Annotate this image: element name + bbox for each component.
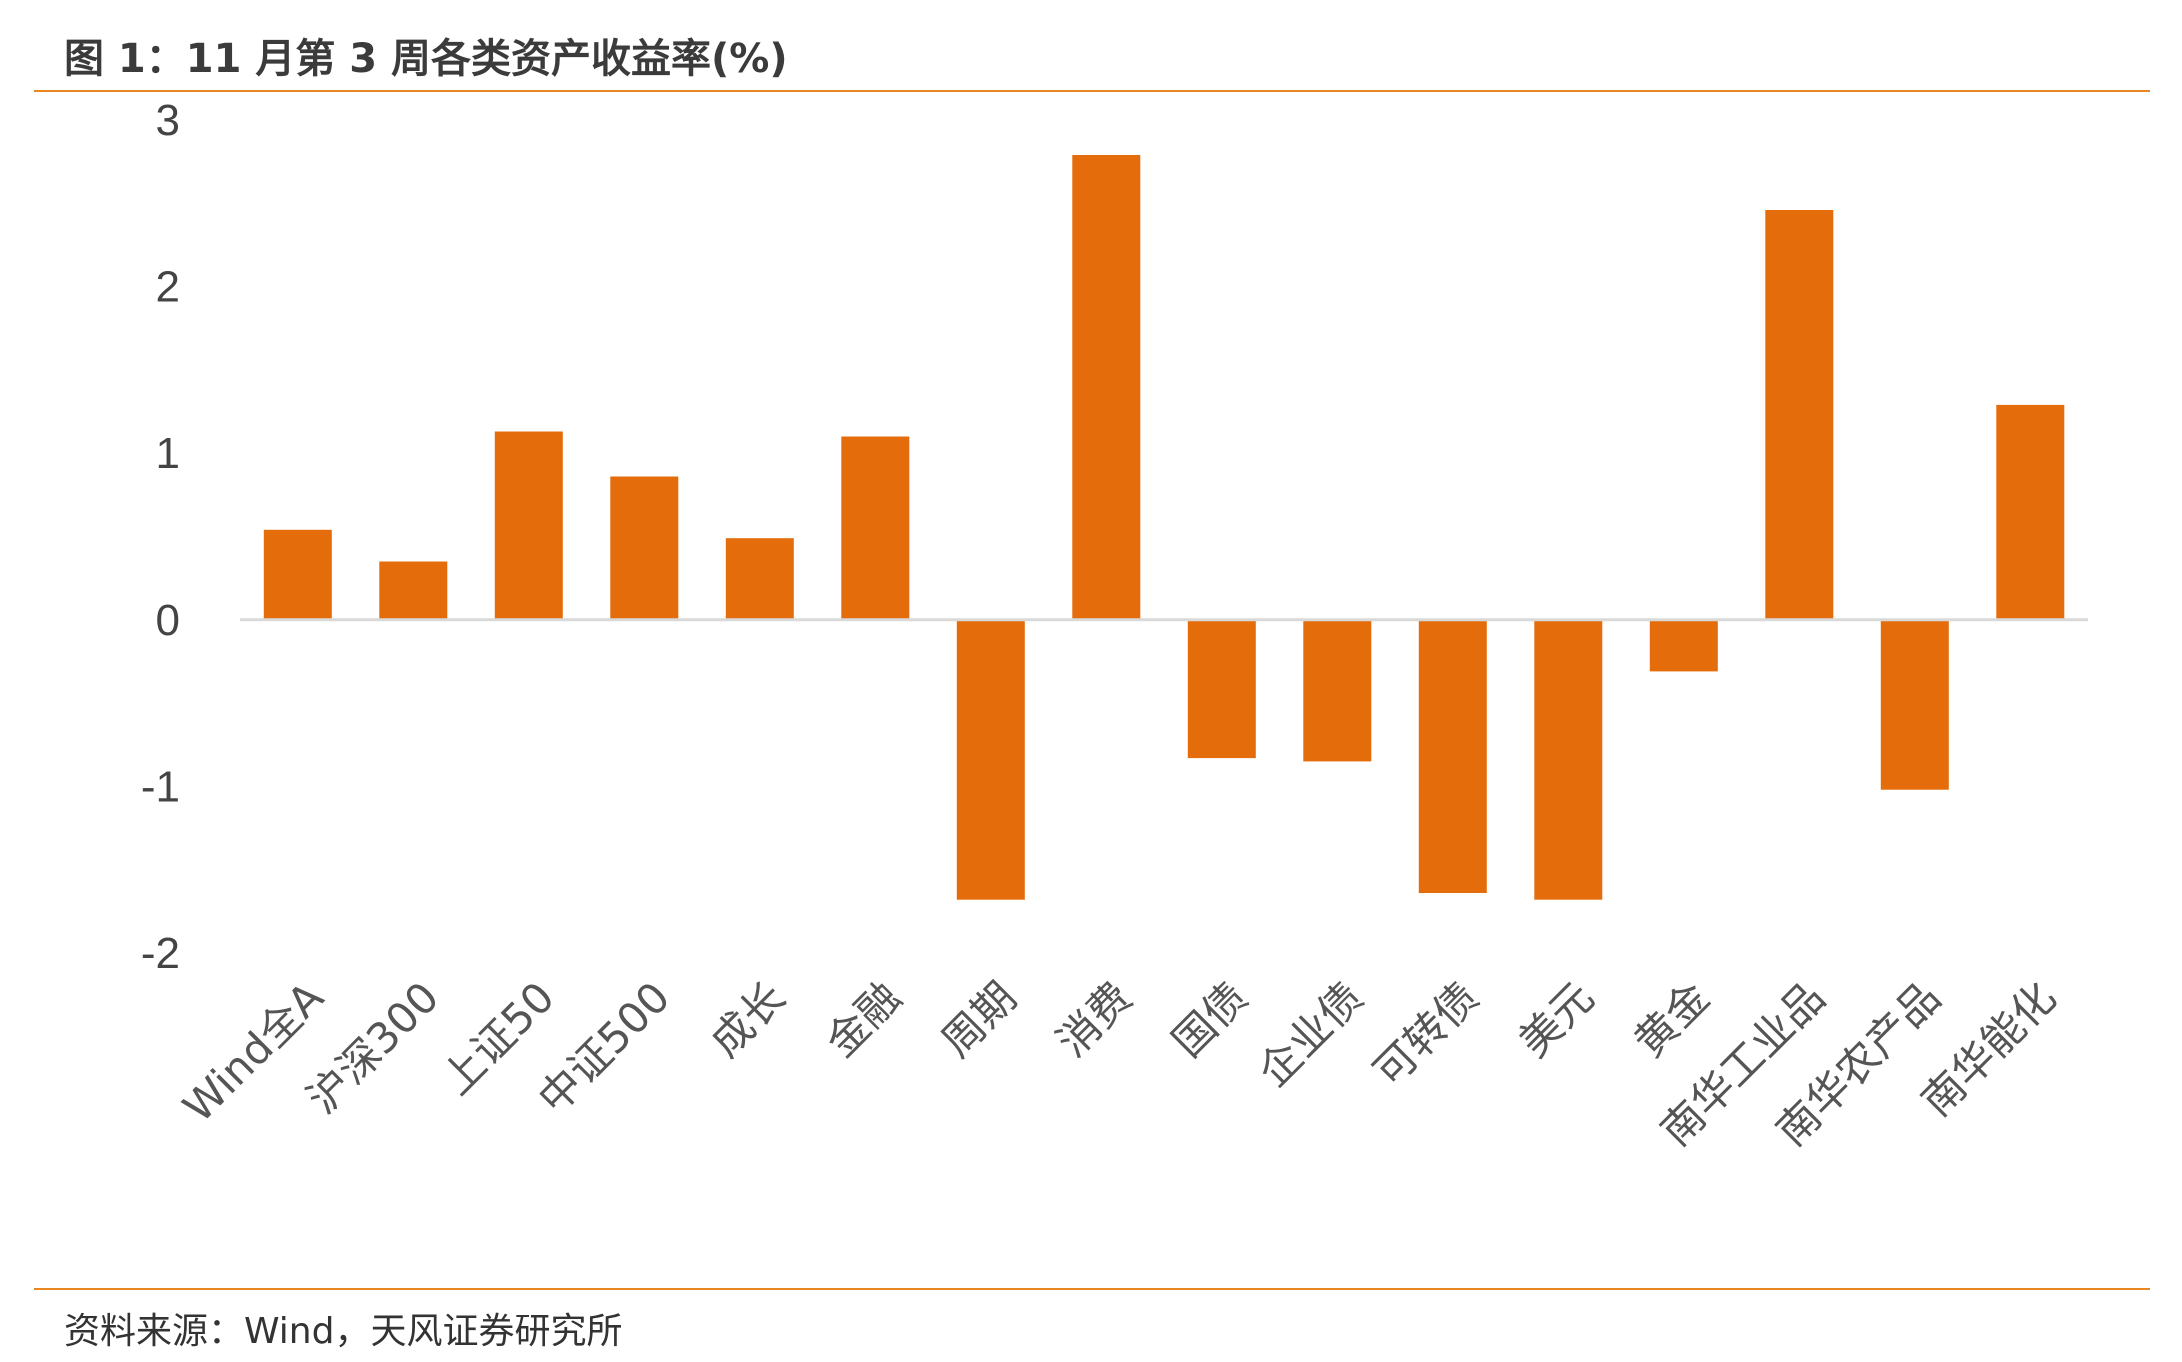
source-note: 资料来源：Wind，天风证券研究所 bbox=[64, 1311, 623, 1352]
y-tick-label: 2 bbox=[156, 263, 180, 312]
bar bbox=[1187, 619, 1256, 759]
bar bbox=[841, 436, 910, 620]
bar bbox=[494, 431, 563, 620]
bar bbox=[1996, 404, 2065, 620]
y-tick-label: 1 bbox=[156, 429, 180, 478]
bar bbox=[1072, 155, 1141, 620]
x-tick-label: 美元 bbox=[1509, 972, 1603, 1066]
top-divider bbox=[34, 90, 2150, 92]
bar bbox=[610, 476, 679, 620]
bar bbox=[379, 561, 448, 620]
x-tick-label: 可转债 bbox=[1364, 972, 1488, 1096]
bar bbox=[1765, 210, 1834, 620]
bar bbox=[1880, 619, 1949, 790]
bar bbox=[1418, 619, 1487, 893]
x-tick-label: 金融 bbox=[816, 972, 910, 1066]
bar bbox=[1303, 619, 1372, 762]
y-tick-label: -1 bbox=[141, 762, 180, 811]
y-tick-label: 3 bbox=[156, 96, 180, 145]
x-tick-label: 消费 bbox=[1047, 972, 1141, 1066]
y-axis-ticks: 3 2 1 0 -1 -2 bbox=[141, 96, 180, 978]
x-tick-label: 国债 bbox=[1163, 972, 1257, 1066]
bar bbox=[1534, 619, 1603, 900]
bottom-divider bbox=[34, 1288, 2150, 1290]
figure-title: 图 1：11 月第 3 周各类资产收益率(%) bbox=[64, 36, 788, 82]
x-tick-label: 企业债 bbox=[1249, 972, 1373, 1096]
bar bbox=[725, 538, 794, 620]
y-tick-label: -2 bbox=[141, 929, 180, 978]
bar bbox=[263, 529, 332, 620]
bars bbox=[263, 155, 2065, 900]
x-tick-label: Wind全A bbox=[174, 972, 333, 1131]
y-tick-label: 0 bbox=[156, 596, 180, 645]
x-tick-label: 周期 bbox=[932, 972, 1026, 1066]
x-tick-label: 成长 bbox=[701, 972, 795, 1066]
bar bbox=[956, 619, 1025, 900]
x-tick-label: 黄金 bbox=[1625, 972, 1719, 1066]
bar bbox=[1649, 619, 1718, 672]
